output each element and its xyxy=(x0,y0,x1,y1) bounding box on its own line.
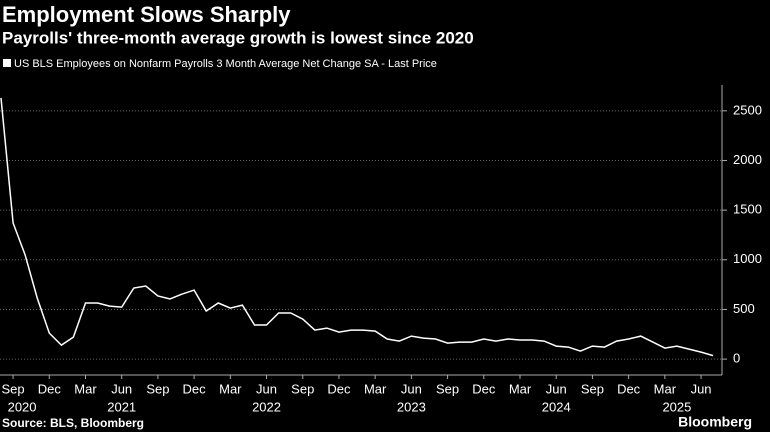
x-year-label: 2022 xyxy=(252,399,281,414)
x-tick-label: Jun xyxy=(256,381,277,396)
x-tick-label: Sep xyxy=(1,381,24,396)
x-tick-label: Jun xyxy=(401,381,422,396)
x-year-label: 2025 xyxy=(662,399,691,414)
x-year-label: 2020 xyxy=(8,399,37,414)
y-tick-label: 0 xyxy=(733,351,740,366)
x-tick-label: Dec xyxy=(38,381,62,396)
legend-swatch xyxy=(3,59,11,67)
x-tick-label: Mar xyxy=(654,381,677,396)
y-tick-label: 1500 xyxy=(733,202,762,217)
x-tick-label: Sep xyxy=(581,381,604,396)
x-tick-label: Jun xyxy=(546,381,567,396)
x-tick-label: Sep xyxy=(146,381,169,396)
y-tick-label: 500 xyxy=(733,301,755,316)
brand: Bloomberg xyxy=(678,414,752,430)
x-tick-label: Sep xyxy=(291,381,314,396)
chart-title: Employment Slows Sharply xyxy=(2,2,291,27)
x-tick-label: Sep xyxy=(436,381,459,396)
x-year-label: 2021 xyxy=(107,399,136,414)
x-tick-label: Jun xyxy=(111,381,132,396)
x-tick-label: Mar xyxy=(364,381,387,396)
y-tick-label: 1000 xyxy=(733,251,762,266)
x-tick-label: Dec xyxy=(617,381,641,396)
chart-subtitle: Payrolls' three-month average growth is … xyxy=(2,28,474,47)
legend-label: US BLS Employees on Nonfarm Payrolls 3 M… xyxy=(14,58,437,70)
x-tick-label: Mar xyxy=(219,381,242,396)
y-tick-label: 2500 xyxy=(733,102,762,117)
x-tick-label: Mar xyxy=(509,381,532,396)
x-tick-label: Dec xyxy=(183,381,207,396)
source: Source: BLS, Bloomberg xyxy=(2,416,144,430)
x-year-label: 2024 xyxy=(542,399,571,414)
x-tick-label: Jun xyxy=(691,381,712,396)
x-tick-label: Dec xyxy=(327,381,351,396)
line xyxy=(0,97,714,357)
x-tick-label: Mar xyxy=(74,381,97,396)
y-tick-label: 2000 xyxy=(733,152,762,167)
x-tick-label: Dec xyxy=(472,381,496,396)
x-year-label: 2023 xyxy=(397,399,426,414)
